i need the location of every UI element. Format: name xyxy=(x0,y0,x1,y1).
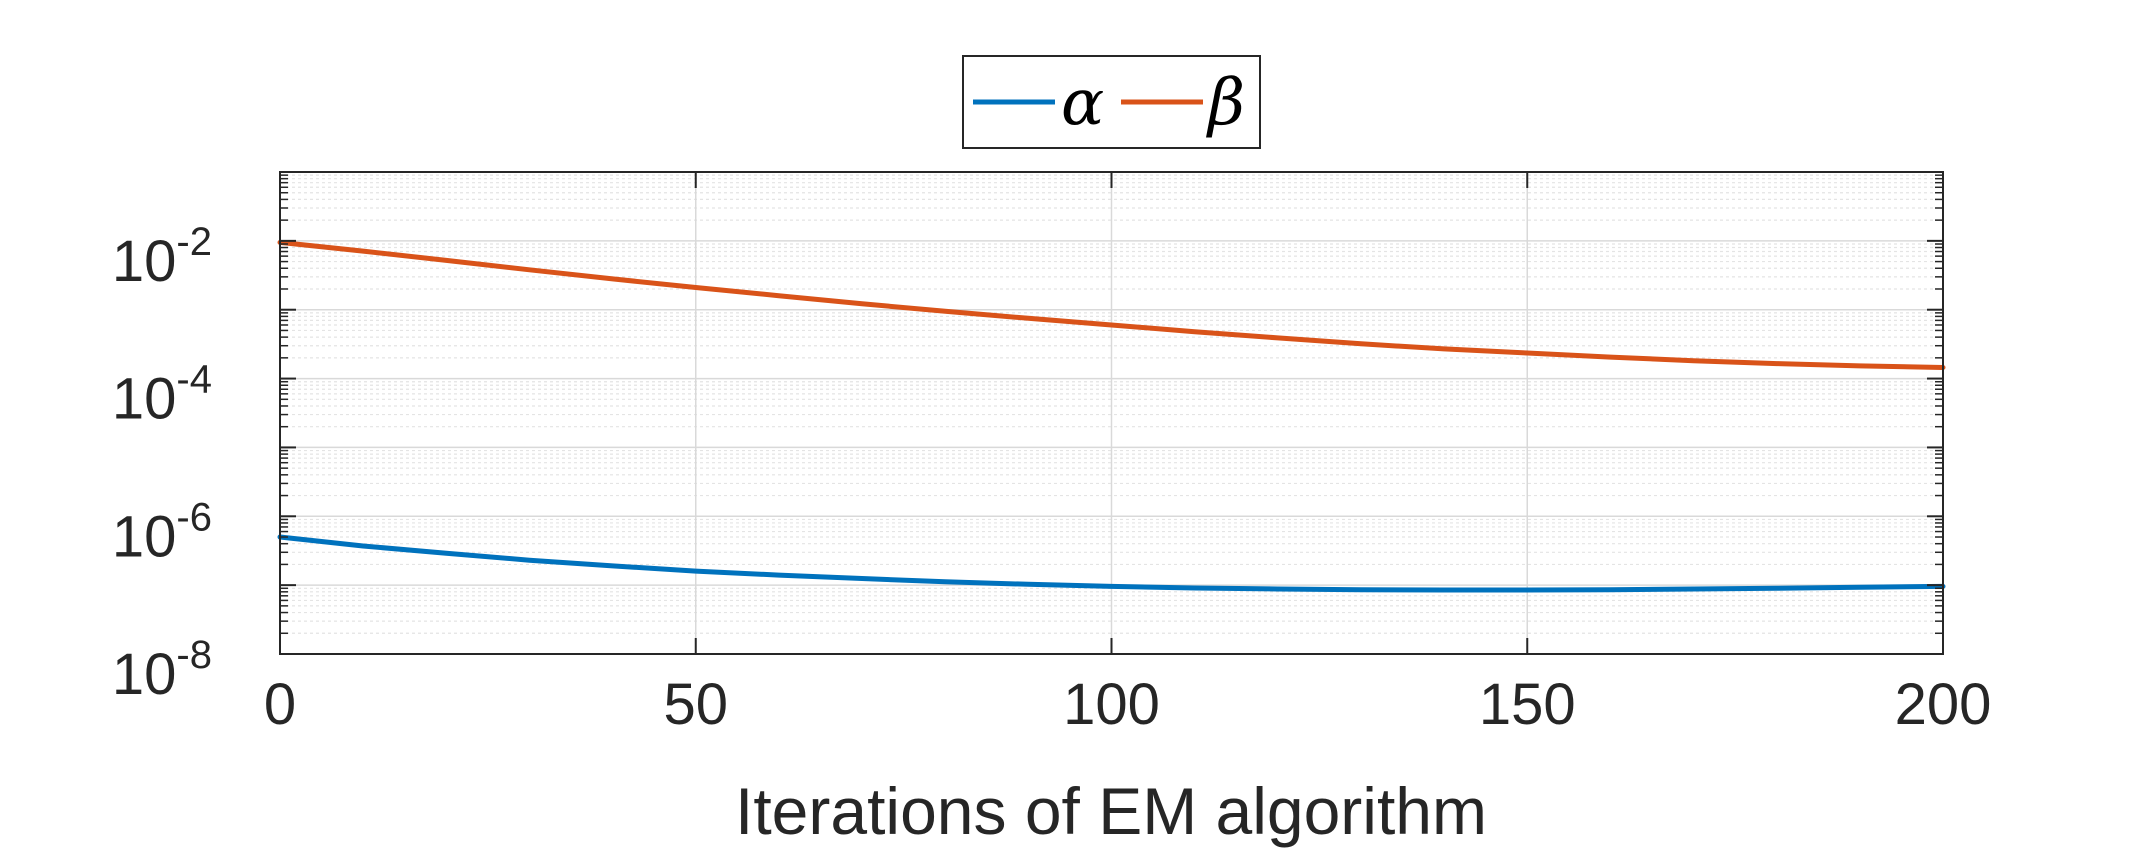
x-tick-label: 0 xyxy=(264,672,296,737)
tick-labels: 0 50 100 150 200 10-2 10-4 10-6 10-8 xyxy=(112,220,1991,737)
legend: α β xyxy=(962,55,1261,149)
y-tick-label: 10-6 xyxy=(112,495,212,569)
ticks xyxy=(279,171,1944,655)
x-axis-label: Iterations of EM algorithm xyxy=(735,774,1487,848)
legend-label-beta: β xyxy=(1206,66,1245,140)
series-layer xyxy=(277,239,1946,593)
grid xyxy=(279,171,1944,655)
x-tick-label: 100 xyxy=(1063,672,1160,737)
series-line-alpha xyxy=(277,534,1946,593)
legend-label-alpha: α xyxy=(1061,66,1104,140)
y-tick-label: 10-4 xyxy=(112,358,212,432)
x-tick-label: 50 xyxy=(663,672,728,737)
x-tick-label: 150 xyxy=(1479,672,1576,737)
y-tick-label: 10-2 xyxy=(112,220,212,294)
series-line-beta xyxy=(277,239,1946,370)
x-tick-label: 200 xyxy=(1895,672,1992,737)
y-tick-label: 10-8 xyxy=(112,633,212,707)
